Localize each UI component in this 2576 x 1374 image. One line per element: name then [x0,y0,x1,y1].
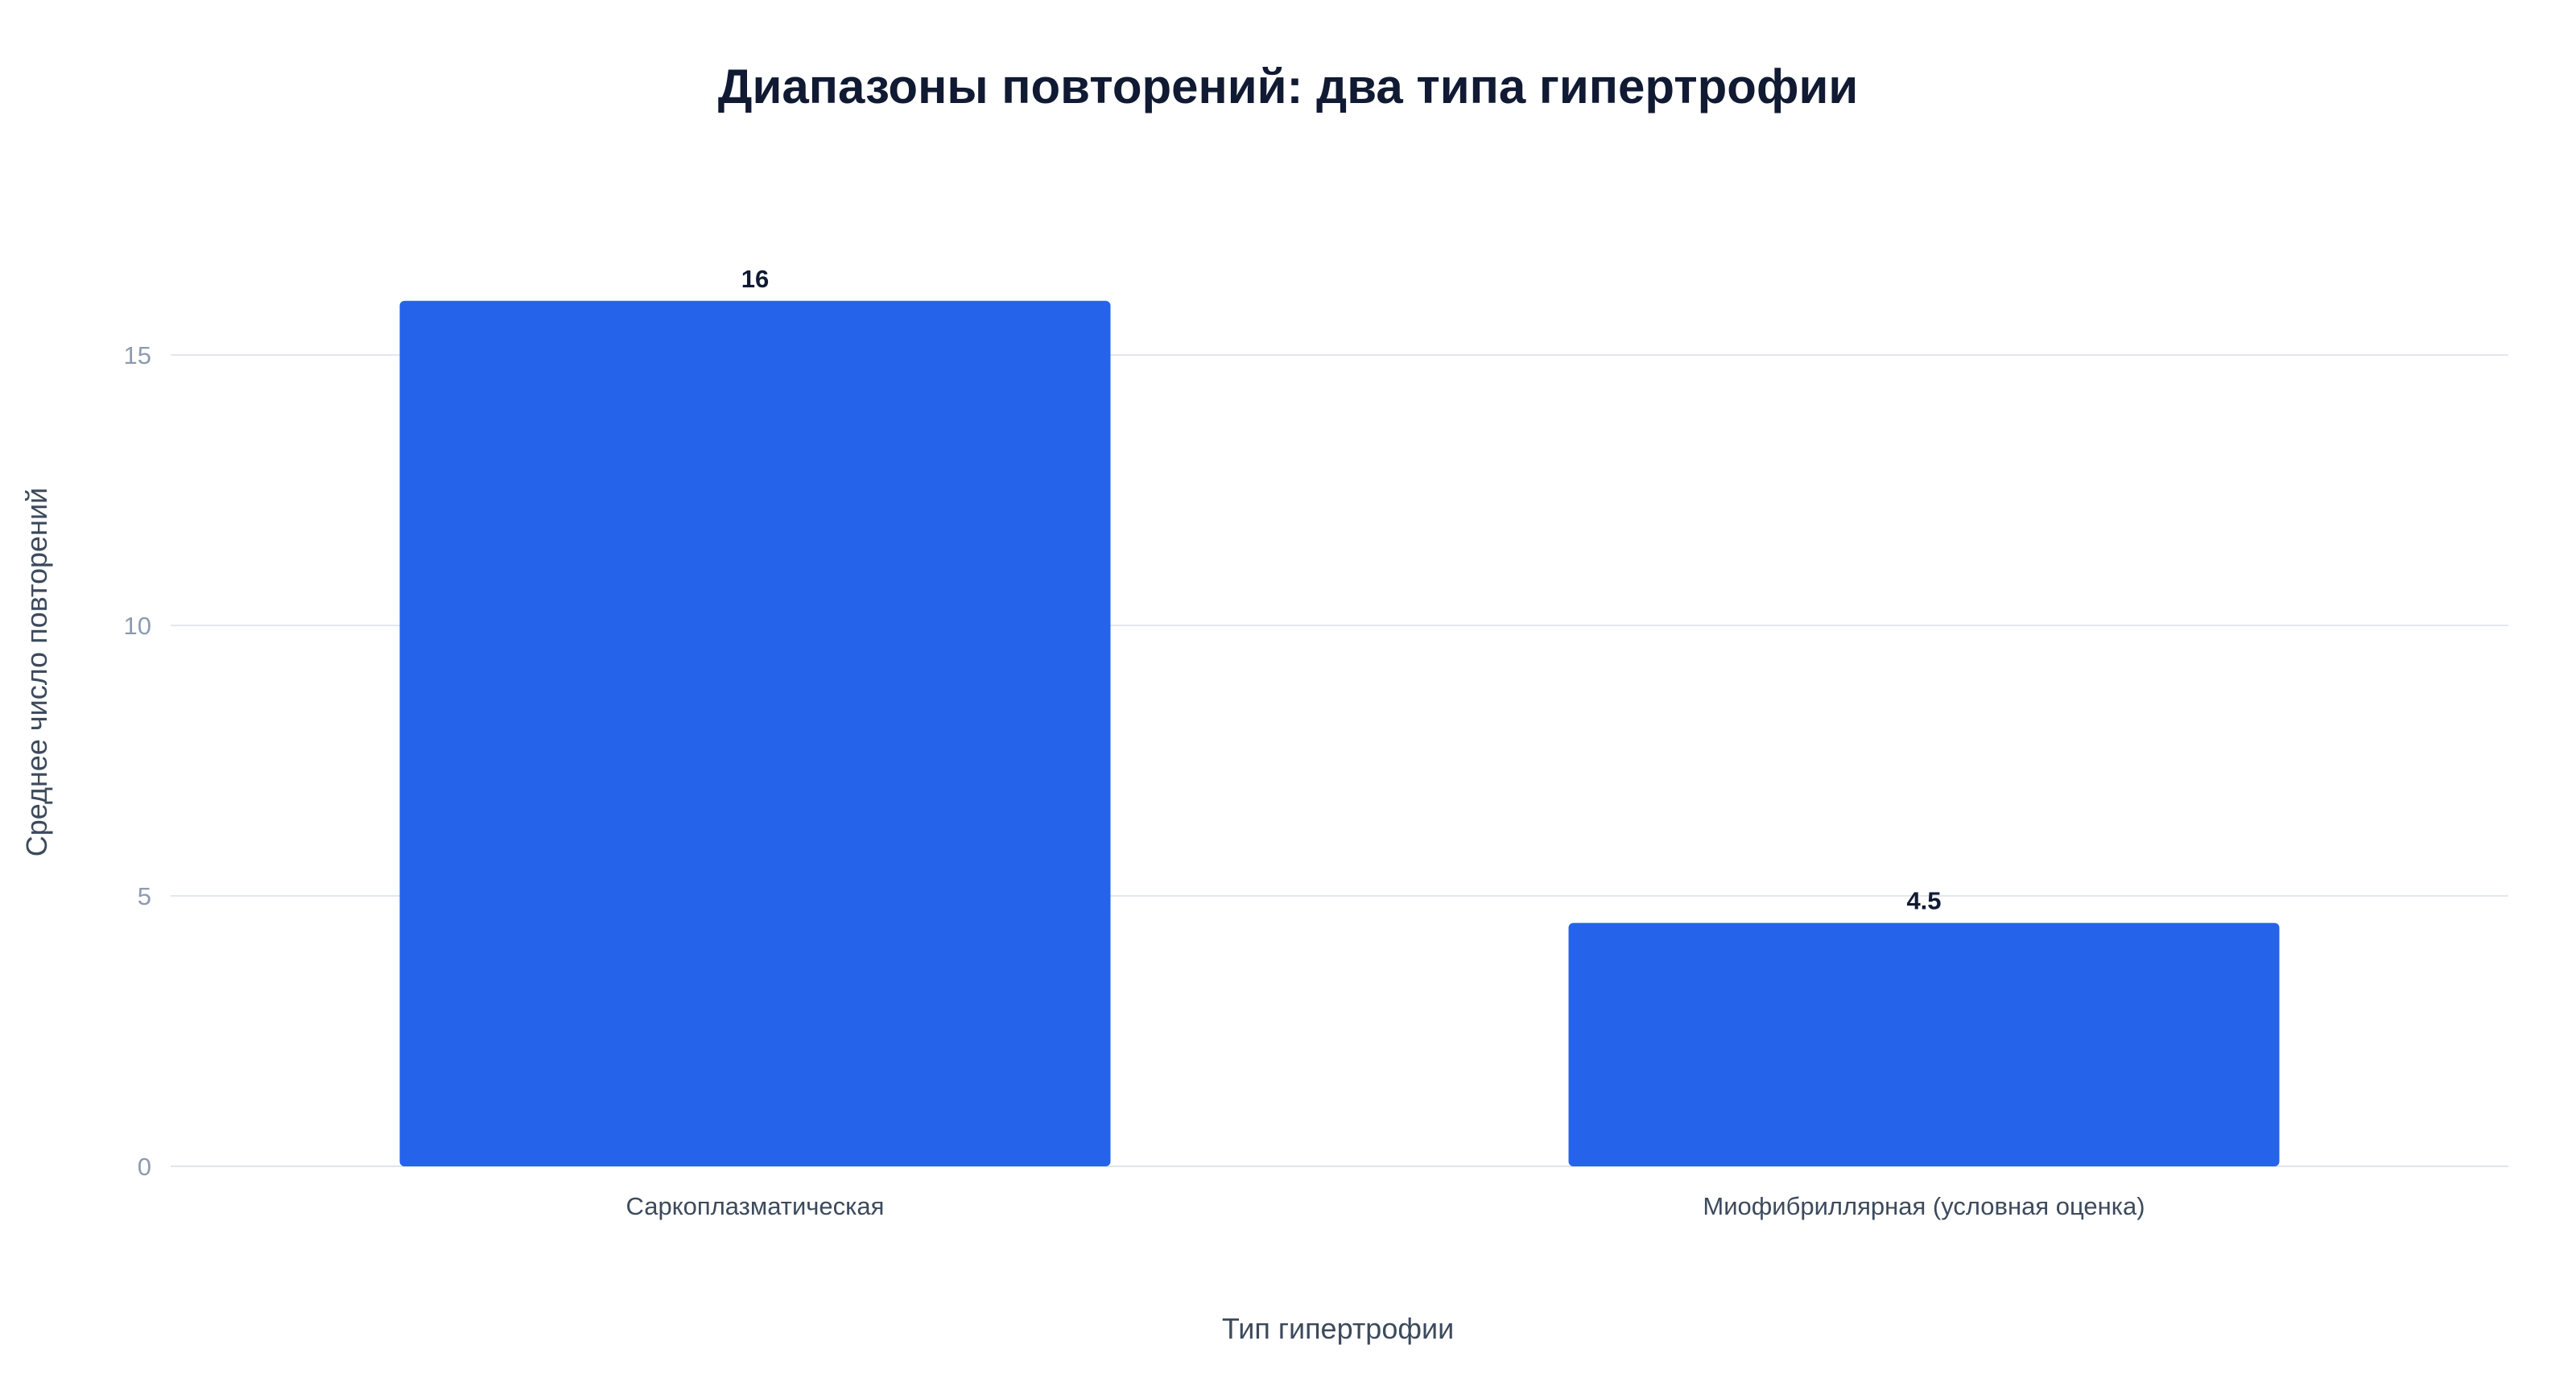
chart-title: Диапазоны повторений: два типа гипертроф… [718,60,1858,113]
y-tick-label: 10 [124,612,151,640]
x-axis-categories: Саркоплазматическая Миофибриллярная (усло… [626,1192,2145,1220]
y-tick-label: 5 [138,882,151,910]
data-label: 16 [741,265,769,293]
data-label: 4.5 [1906,887,1941,915]
bars [399,300,2280,1166]
y-axis-title: Среднее число повторений [20,488,53,857]
y-tick-label: 15 [124,341,151,369]
y-axis-ticks: 0 5 10 15 [124,341,151,1181]
bar[interactable] [1568,922,2280,1166]
y-tick-label: 0 [138,1153,151,1181]
bar[interactable] [399,300,1111,1166]
x-category-label: Саркоплазматическая [626,1192,885,1220]
x-axis-title: Тип гипертрофии [1222,1312,1454,1345]
data-labels: 164.5 [741,265,1942,915]
x-category-label: Миофибриллярная (условная оценка) [1703,1192,2145,1220]
